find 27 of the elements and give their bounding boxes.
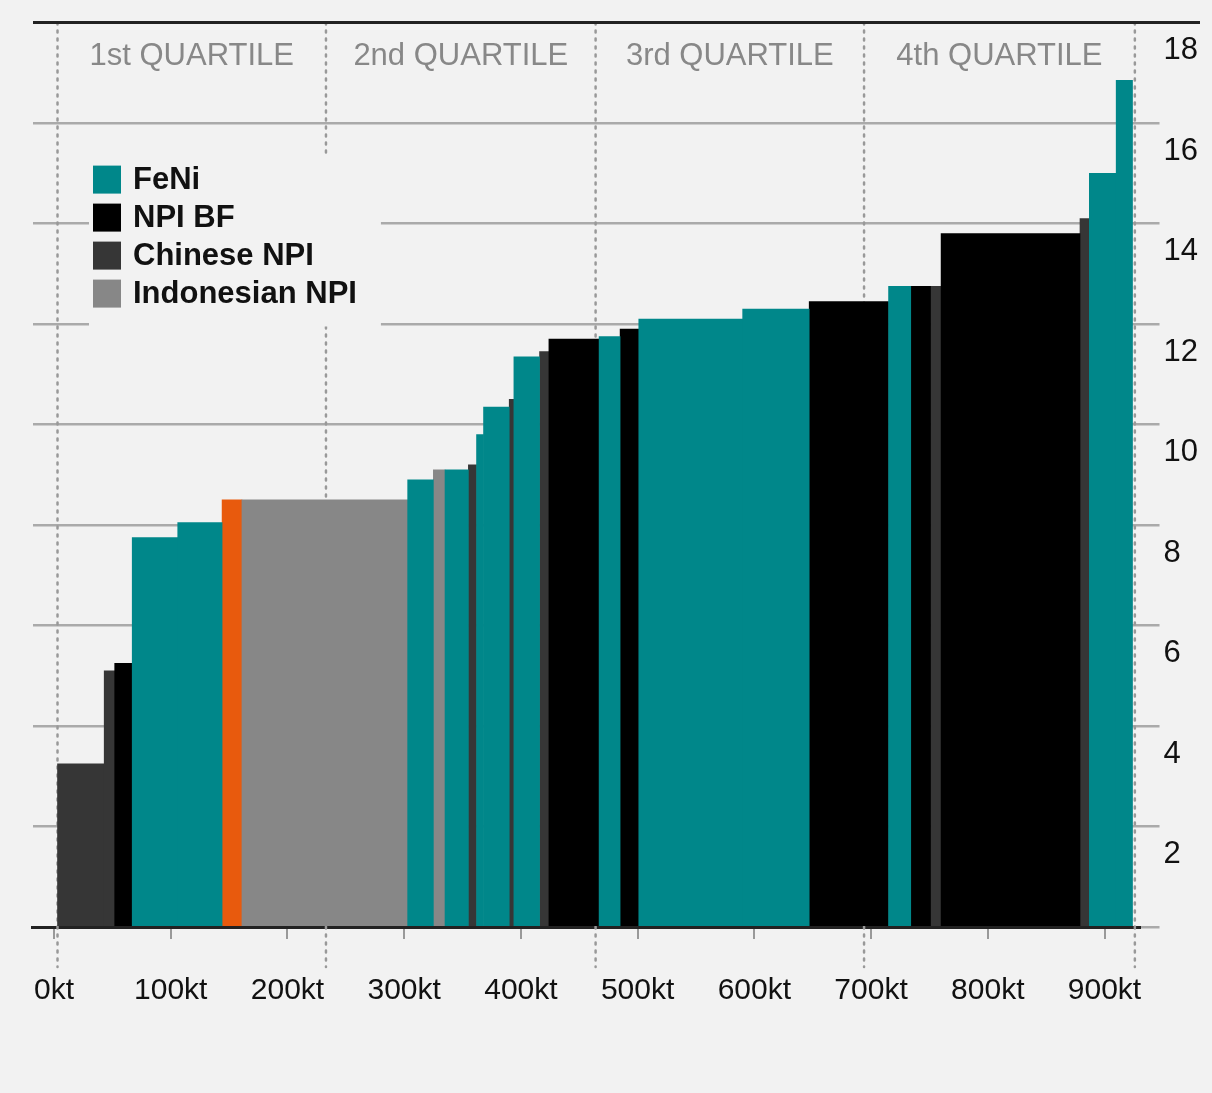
legend-label: Indonesian NPI xyxy=(133,275,357,311)
annotation: 2nd QUARTILE xyxy=(353,37,569,73)
annotation: 4th QUARTILE xyxy=(896,37,1103,73)
x-tick-label: 200kt xyxy=(250,972,325,1006)
x-tick-label: 600kt xyxy=(717,972,792,1006)
x-tick-label: 700kt xyxy=(834,972,909,1006)
y-tick-label: 18 xyxy=(1163,31,1198,67)
x-tick-label: 300kt xyxy=(367,972,442,1006)
legend-label: Chinese NPI xyxy=(133,237,314,273)
y-tick-label: 6 xyxy=(1163,634,1181,670)
x-tick-label: 400kt xyxy=(484,972,559,1006)
y-tick-label: 12 xyxy=(1163,332,1198,368)
y-tick-label: 2 xyxy=(1163,835,1181,871)
y-tick-label: 4 xyxy=(1163,734,1181,770)
x-tick-label: 0kt xyxy=(33,972,75,1006)
x-tick-label: 100kt xyxy=(134,972,209,1006)
legend-label: NPI BF xyxy=(133,199,235,235)
annotation: 3rd QUARTILE xyxy=(625,37,834,73)
y-tick-label: 16 xyxy=(1163,131,1198,167)
y-tick-label: 14 xyxy=(1163,232,1198,268)
x-tick-label: 800kt xyxy=(951,972,1026,1006)
x-tick-label: 500kt xyxy=(600,972,675,1006)
x-tick-label: 900kt xyxy=(1067,972,1142,1006)
y-tick-label: 8 xyxy=(1163,533,1181,569)
y-tick-label: 10 xyxy=(1163,433,1198,469)
annotation: 1st QUARTILE xyxy=(89,37,294,73)
legend-label: FeNi xyxy=(133,161,201,197)
